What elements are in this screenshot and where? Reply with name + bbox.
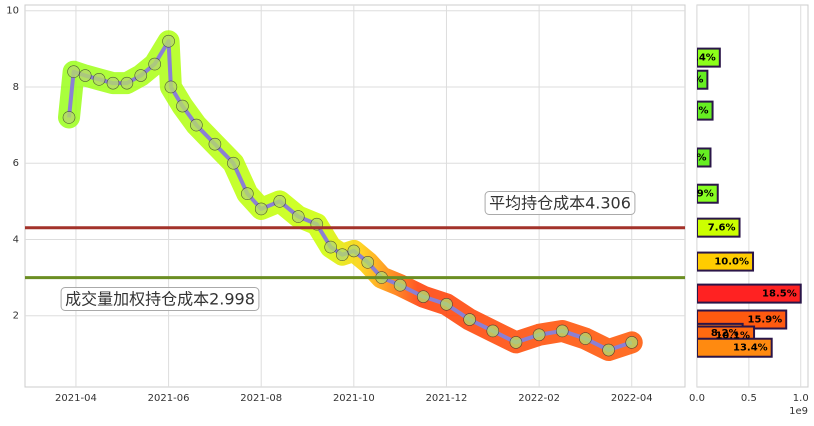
point	[532, 328, 546, 342]
point	[67, 65, 80, 79]
point	[190, 118, 203, 132]
bar-label: 10.1%	[715, 331, 750, 342]
point	[134, 69, 148, 82]
bar	[697, 337, 773, 358]
x-tick-label: 2021-10	[333, 393, 375, 404]
bar	[697, 147, 712, 168]
y-tick-label: 2	[13, 311, 19, 322]
x-tick-label: 2022-04	[611, 393, 653, 404]
point	[335, 248, 349, 262]
bar-label: .9%	[693, 189, 714, 200]
point	[463, 313, 476, 326]
point	[106, 76, 120, 90]
point	[440, 297, 453, 311]
bar	[697, 47, 721, 68]
point	[291, 210, 305, 223]
bar	[697, 100, 714, 121]
annotation-box	[60, 287, 260, 311]
bar-label: %	[696, 152, 706, 163]
bar-label: .4%	[695, 53, 716, 64]
x-tick-label: 2021-06	[148, 393, 190, 404]
bar	[697, 217, 741, 238]
x-tick-label: 0.5	[741, 393, 757, 404]
point	[62, 111, 76, 124]
bar-label: 8.2%	[711, 328, 739, 339]
bar-label: %	[693, 75, 703, 86]
bar-label: 10.0%	[714, 257, 749, 268]
x-tick-label: 2021-12	[426, 393, 468, 404]
point	[602, 343, 615, 357]
point	[241, 187, 254, 201]
bar-label: 7.6%	[708, 223, 736, 234]
point	[486, 324, 500, 338]
y-tick-label: 8	[13, 82, 19, 93]
annotation-box	[484, 191, 636, 215]
bar-label: %	[699, 106, 709, 117]
bar-label: 15.9%	[748, 315, 783, 326]
point	[509, 336, 523, 349]
point	[164, 80, 178, 94]
point	[92, 73, 106, 86]
x-tick-label: 2022-02	[518, 393, 560, 404]
point	[148, 57, 161, 71]
bar	[697, 251, 755, 272]
x-tick-label: 2021-08	[240, 393, 282, 404]
point	[176, 99, 189, 113]
y-tick-label: 4	[13, 234, 19, 245]
x-tick-label: 2021-04	[55, 393, 97, 404]
point	[324, 240, 337, 254]
bar-label: 13.4%	[733, 343, 768, 354]
x-tick-label: 0.0	[689, 393, 705, 404]
point	[555, 324, 569, 338]
point	[208, 137, 222, 151]
point	[273, 195, 287, 208]
annotation: 成交量加权持仓成本2.998	[65, 290, 255, 309]
point	[78, 69, 92, 82]
point	[347, 244, 361, 258]
point	[254, 202, 268, 216]
point	[227, 156, 240, 170]
bar-label: 18.5%	[762, 289, 797, 300]
point	[120, 76, 134, 90]
offset-label: 1e9	[789, 406, 808, 417]
point	[625, 336, 639, 349]
point	[162, 34, 175, 48]
bar	[697, 69, 709, 90]
bar	[697, 183, 719, 204]
y-tick-label: 6	[13, 158, 19, 169]
point	[361, 256, 375, 269]
point	[579, 332, 592, 345]
y-tick-label: 10	[6, 6, 19, 17]
annotation: 平均持仓成本4.306	[489, 194, 631, 213]
bar	[697, 283, 802, 304]
point	[417, 290, 430, 303]
x-tick-label: 1.0	[793, 393, 809, 404]
point	[393, 278, 407, 292]
